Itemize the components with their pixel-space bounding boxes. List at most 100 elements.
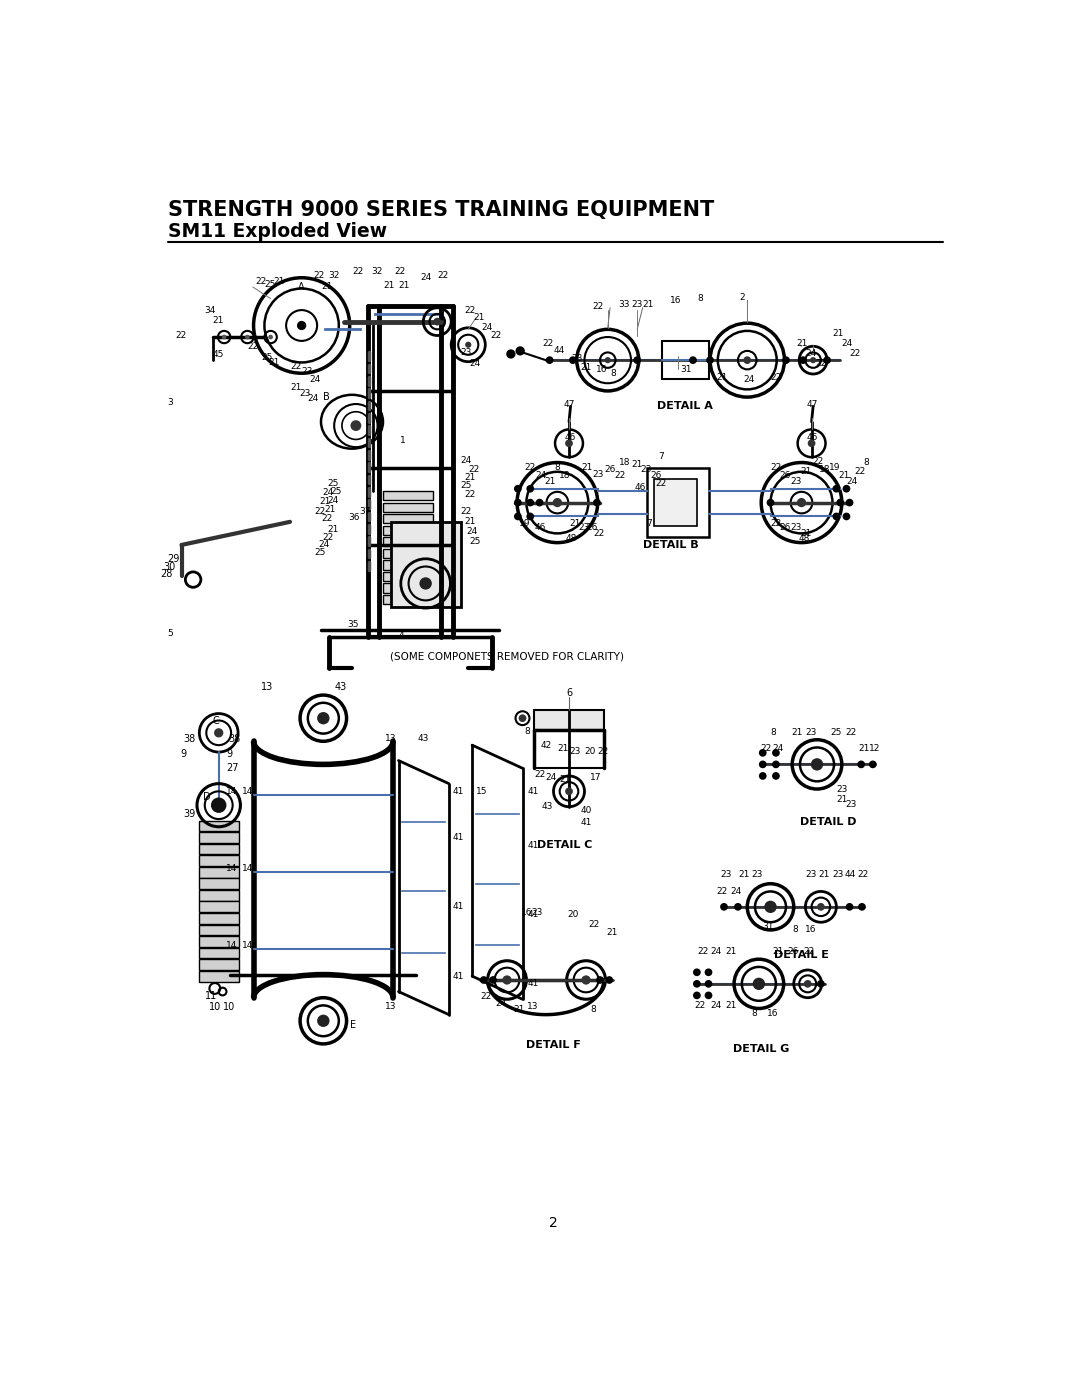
Circle shape [214, 728, 224, 738]
Text: 8: 8 [554, 464, 561, 472]
Text: 21: 21 [859, 745, 869, 753]
Circle shape [869, 760, 877, 768]
Bar [383, 514, 433, 524]
Circle shape [743, 356, 751, 365]
Text: 8: 8 [611, 369, 617, 379]
Text: 24: 24 [319, 541, 329, 549]
Text: 5: 5 [167, 629, 173, 638]
Text: 22: 22 [804, 947, 814, 956]
Text: 8: 8 [751, 1009, 757, 1017]
Text: 9: 9 [180, 749, 186, 760]
Circle shape [465, 342, 471, 348]
Text: 41: 41 [453, 787, 464, 796]
Text: 8: 8 [697, 293, 703, 303]
Text: 41: 41 [527, 787, 539, 796]
Circle shape [536, 499, 543, 507]
Text: 22: 22 [542, 338, 553, 348]
Text: 22: 22 [589, 921, 599, 929]
Circle shape [526, 485, 535, 493]
Circle shape [693, 979, 701, 988]
Text: 8: 8 [793, 925, 798, 935]
Text: 24: 24 [730, 887, 742, 895]
Text: 22: 22 [437, 271, 448, 279]
Text: 27: 27 [227, 763, 239, 774]
Text: 21: 21 [726, 1000, 737, 1010]
Text: 22: 22 [524, 464, 536, 472]
Text: DETAIL A: DETAIL A [658, 401, 713, 411]
Circle shape [799, 356, 807, 365]
Circle shape [804, 979, 811, 988]
Text: 8: 8 [864, 458, 869, 467]
Text: 23: 23 [571, 353, 583, 363]
Text: 22: 22 [247, 342, 258, 351]
Text: 22: 22 [255, 277, 267, 286]
Bar [199, 936, 239, 947]
Text: 39: 39 [183, 809, 195, 820]
Text: 14: 14 [227, 863, 238, 873]
Text: 41: 41 [527, 979, 539, 988]
Text: 21: 21 [796, 338, 808, 348]
Text: 32: 32 [328, 271, 340, 279]
Text: 24: 24 [309, 374, 321, 384]
Text: 29: 29 [167, 553, 180, 564]
Circle shape [593, 499, 600, 507]
Circle shape [833, 513, 840, 520]
Circle shape [704, 979, 713, 988]
Circle shape [245, 335, 249, 339]
Circle shape [596, 977, 604, 983]
Text: E: E [350, 1020, 356, 1030]
Text: 22: 22 [592, 302, 604, 310]
Text: DETAIL F: DETAIL F [526, 1041, 581, 1051]
Text: 24: 24 [460, 455, 472, 465]
Text: 25: 25 [460, 481, 472, 490]
Text: 26: 26 [650, 471, 662, 481]
Text: 24: 24 [710, 1000, 721, 1010]
Circle shape [565, 440, 572, 447]
Text: 22: 22 [480, 992, 491, 1002]
Text: 22: 22 [535, 770, 545, 780]
Bar [662, 341, 708, 380]
Text: 40: 40 [581, 806, 592, 814]
Text: 18: 18 [619, 458, 631, 467]
Circle shape [772, 773, 780, 780]
Text: 23: 23 [833, 870, 843, 879]
Circle shape [836, 499, 845, 507]
Text: (SOME COMPONETS REMOVED FOR CLARITY): (SOME COMPONETS REMOVED FOR CLARITY) [390, 651, 624, 662]
Text: 21: 21 [559, 775, 570, 784]
Text: 22: 22 [464, 306, 475, 314]
Circle shape [268, 335, 273, 339]
Text: 44: 44 [845, 870, 855, 879]
Circle shape [767, 499, 774, 507]
Text: 21: 21 [839, 471, 850, 481]
Bar [383, 525, 433, 535]
Text: 24: 24 [327, 496, 338, 504]
Circle shape [211, 798, 227, 813]
Text: 41: 41 [453, 902, 464, 911]
Text: 21: 21 [581, 363, 592, 373]
Text: DETAIL B: DETAIL B [644, 539, 699, 550]
Text: 22: 22 [597, 747, 609, 756]
Circle shape [816, 979, 825, 988]
Text: 21: 21 [291, 383, 301, 391]
Text: 43: 43 [542, 802, 553, 812]
Circle shape [816, 902, 825, 911]
Text: 22: 22 [464, 490, 475, 499]
Bar [383, 571, 433, 581]
Text: 22: 22 [815, 359, 826, 369]
Circle shape [706, 356, 714, 365]
Text: 38: 38 [228, 733, 240, 745]
Text: 23: 23 [789, 478, 801, 486]
Text: 22: 22 [613, 471, 625, 481]
Text: 46: 46 [565, 433, 576, 441]
Text: 23: 23 [592, 471, 604, 479]
Circle shape [842, 513, 850, 520]
Text: 13: 13 [261, 682, 273, 693]
Text: 22: 22 [594, 529, 605, 538]
Bar [383, 595, 433, 605]
Text: 24: 24 [535, 471, 546, 481]
Circle shape [846, 902, 853, 911]
Text: 22: 22 [812, 457, 824, 467]
Text: D: D [203, 792, 211, 802]
Text: 16: 16 [521, 908, 532, 916]
Text: 22: 22 [854, 467, 865, 476]
